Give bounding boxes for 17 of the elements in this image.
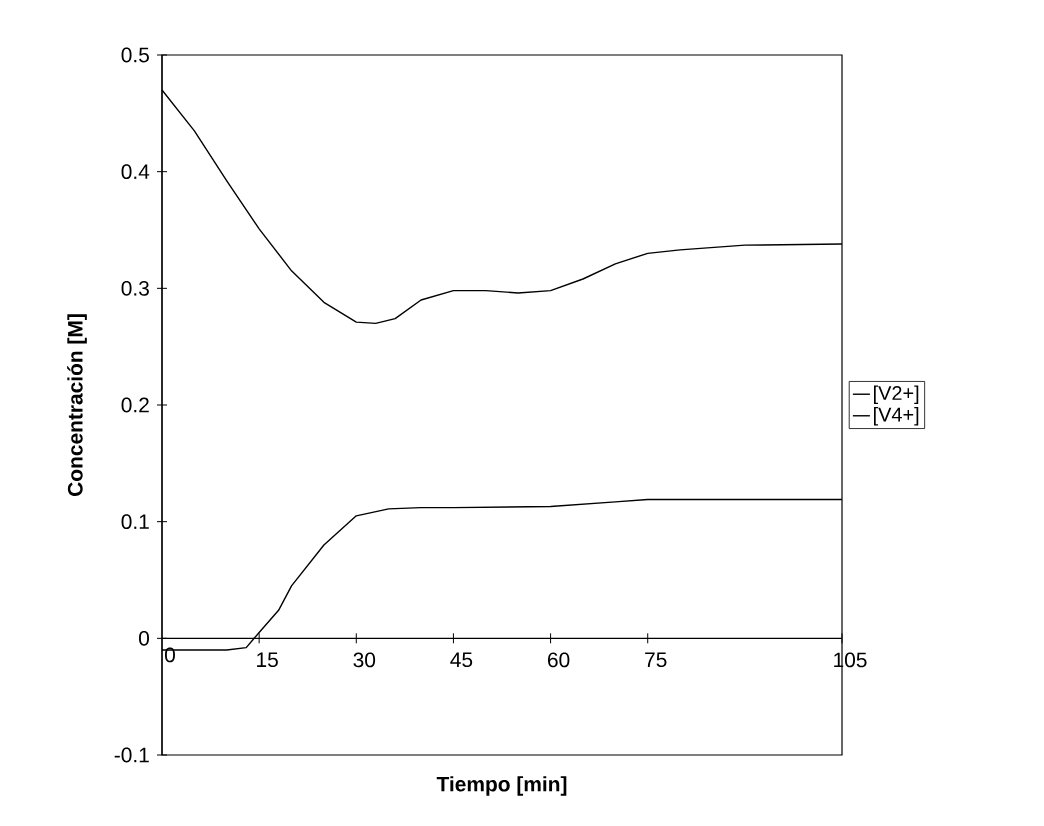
y-tick-label: 0.5	[121, 47, 149, 63]
x-axis-title: Tiempo [min]	[436, 776, 567, 796]
y-tick-label: 0.1	[121, 514, 149, 530]
x-tick-label: 0	[165, 647, 175, 663]
y-tick-label: 0.3	[121, 280, 149, 296]
x-tick-label: 45	[450, 652, 473, 668]
legend-label: [V4+]	[874, 406, 919, 426]
y-tick-label: 0	[139, 630, 150, 646]
y-tick-label: -0.1	[114, 747, 149, 763]
y-tick-label: 0.2	[121, 397, 149, 413]
x-tick-label: 15	[257, 652, 278, 668]
x-tick-label: 75	[645, 652, 667, 668]
y-tick-label: 0.4	[121, 164, 150, 180]
x-tick-label: 60	[548, 652, 570, 668]
legend-label: [V2+]	[874, 385, 919, 405]
x-tick-label: 30	[353, 652, 376, 668]
y-axis-title: Concentración [M]	[67, 314, 87, 496]
